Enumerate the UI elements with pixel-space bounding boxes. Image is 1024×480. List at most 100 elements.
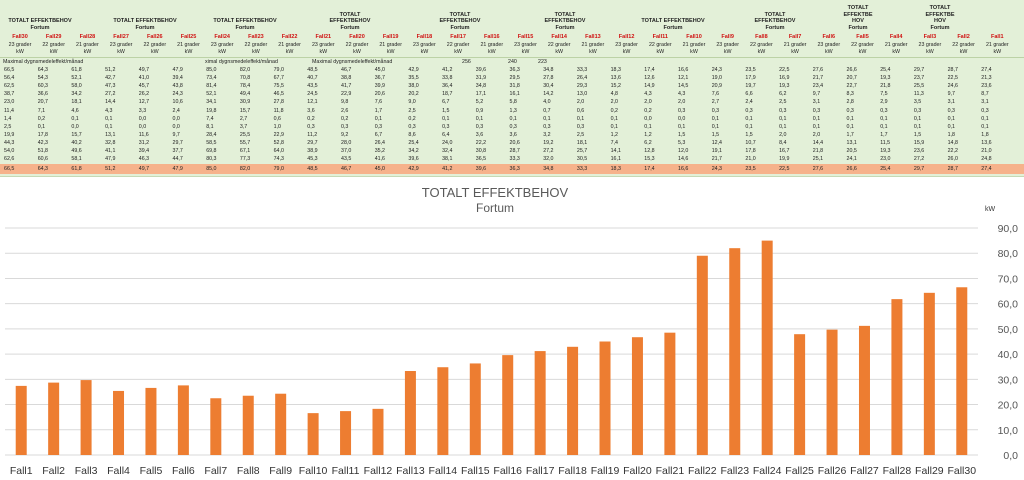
table-cell: 11,2 <box>307 131 318 138</box>
table-cell: 6,2 <box>779 91 787 98</box>
fall-label: Fall9 <box>721 34 734 40</box>
table-cell: 30,5 <box>576 156 588 163</box>
table-cell: 0,3 <box>576 123 585 130</box>
table-cell: 33,3 <box>576 67 588 73</box>
fall-label: Fall8 <box>755 34 768 40</box>
table-cell: 46,7 <box>341 67 352 73</box>
table-cell: 0,1 <box>442 115 450 122</box>
table-cell: 43,5 <box>341 156 352 163</box>
table-cell: 55,7 <box>239 139 251 146</box>
y-tick-label: 40,0 <box>998 349 1019 361</box>
table-cell: 49,6 <box>71 148 82 154</box>
table-cell: 13,6 <box>610 75 621 82</box>
x-tick-label: Fall14 <box>429 465 458 477</box>
table-cell: 60,3 <box>37 83 48 90</box>
table-cell: 21,7 <box>812 75 824 82</box>
table-cell: 9,0 <box>408 99 416 106</box>
chart-subtitle: Fortum <box>476 201 514 215</box>
table-cell: 5,8 <box>509 99 517 106</box>
table-cell: 25,4 <box>408 139 419 146</box>
row-label-3: Maximal dygnsmedeleffekt/månad <box>312 59 393 65</box>
table-cell: 6,7 <box>442 99 450 106</box>
fall-label: Fall30 <box>12 34 28 40</box>
table-cell: 27,2 <box>543 148 554 154</box>
bar-fall5 <box>145 387 157 455</box>
table-cell: 8,7 <box>981 91 989 98</box>
header-divider <box>0 57 1024 58</box>
unit-label: 22 grader kW <box>345 42 369 55</box>
table-cell: 1,3 <box>509 107 517 114</box>
table-cell: 73,4 <box>206 75 217 82</box>
max-cell: 48,5 <box>307 166 318 172</box>
table-cell: 19,3 <box>779 83 790 90</box>
unit-label: 21 grader kW <box>278 42 301 55</box>
table-cell: 26,4 <box>576 75 588 82</box>
fall-label: Fall24 <box>214 34 230 40</box>
table-cell: 0,3 <box>779 107 787 114</box>
bar-fall8 <box>242 395 254 455</box>
table-cell: 25,1 <box>812 156 824 163</box>
group-header: TOTALT EFFEKTBEHOV Fortum <box>213 18 277 31</box>
table-cell: 17,4 <box>644 67 655 73</box>
group-header: TOTALT EFFEKTBEHOV Fortum <box>113 18 177 31</box>
table-cell: 41,2 <box>442 67 453 73</box>
table-cell: 8,6 <box>408 131 416 138</box>
table-cell: 85,0 <box>206 67 217 73</box>
max-cell: 18,3 <box>610 166 621 172</box>
table-cell: 21,0 <box>745 156 756 163</box>
table-cell: 24,0 <box>442 139 453 146</box>
table-cell: 30,9 <box>239 99 251 106</box>
table-cell: 0,1 <box>779 115 787 122</box>
table-cell: 19,1 <box>711 148 722 154</box>
table-cell: 64,0 <box>273 148 284 154</box>
x-tick-label: Fall1 <box>10 465 33 477</box>
table-cell: 67,7 <box>273 75 284 82</box>
table-cell: 38,1 <box>442 156 453 163</box>
table-cell: 21,8 <box>880 83 891 90</box>
fall-label: Fall13 <box>585 34 601 40</box>
table-cell: 0,2 <box>610 107 618 114</box>
table-cell: 16,9 <box>779 75 790 82</box>
max-cell: 47,9 <box>172 166 183 172</box>
table-cell: 30,8 <box>475 148 487 154</box>
spreadsheet-table: TOTALT EFFEKTBEHOV Fortum TOTALT EFFEKTBE… <box>0 0 1024 177</box>
y-tick-label: 10,0 <box>998 425 1019 437</box>
table-cell: 20,6 <box>509 139 520 146</box>
table-cell: 0,9 <box>475 107 484 114</box>
fall-label: Fall26 <box>147 34 163 40</box>
fall-label: Fall7 <box>788 34 802 40</box>
x-tick-label: Fall3 <box>75 465 98 477</box>
bar-fall20 <box>631 337 643 455</box>
table-cell: 20,2 <box>408 91 419 98</box>
bar-chart: TOTALT EFFEKTBEHOV Fortum kW 0,0 10,0 20,0… <box>5 185 1019 477</box>
table-cell: 10,6 <box>172 99 183 106</box>
table-cell: 51,2 <box>105 67 116 73</box>
x-tick-label: Fall21 <box>656 465 685 477</box>
table-cell: 1,5 <box>913 131 922 138</box>
table-cell: 9,8 <box>341 99 349 106</box>
table-cell: 0,1 <box>509 115 517 122</box>
table-cell: 0,1 <box>71 115 79 122</box>
table-cell: 37,0 <box>341 148 352 154</box>
table-cell: 39,4 <box>172 75 183 82</box>
fall-label: Fall29 <box>45 34 62 40</box>
table-cell: 41,0 <box>138 75 150 82</box>
table-cell: 33,8 <box>442 75 453 82</box>
table-cell: 2,0 <box>610 99 618 106</box>
table-cell: 27,6 <box>812 67 824 73</box>
max-cell: 22,5 <box>779 166 790 172</box>
table-cell: 3,6 <box>307 107 315 114</box>
table-cell: 75,5 <box>273 83 284 90</box>
max-cell: 26,6 <box>846 166 857 172</box>
table-cell: 43,5 <box>307 83 318 90</box>
table-cell: 2,8 <box>846 99 854 106</box>
table-cell: 3,6 <box>509 131 517 138</box>
table-cell: 13,1 <box>846 139 857 146</box>
table-cell: 0,1 <box>37 123 46 130</box>
fall-label: Fall4 <box>889 34 903 40</box>
bar-fall9 <box>275 393 287 455</box>
table-cell: 51,8 <box>37 148 48 154</box>
table-cell: 0,1 <box>576 115 585 122</box>
table-cell: 26,6 <box>846 67 857 73</box>
table-cell: 12,7 <box>138 99 150 106</box>
